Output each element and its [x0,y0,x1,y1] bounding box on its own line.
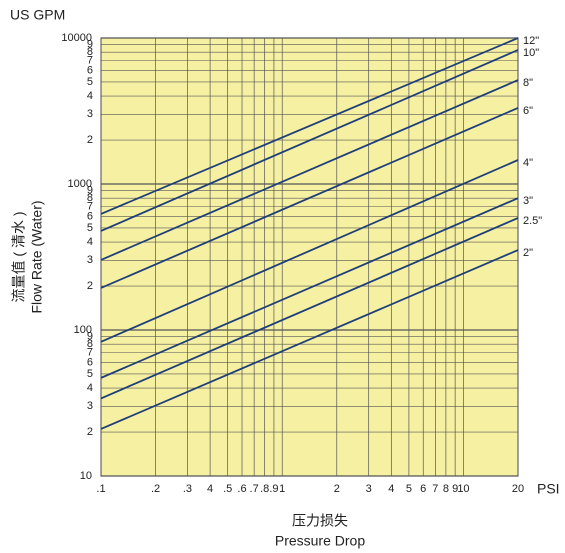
y-tick-label: 9 [87,331,93,343]
y-axis-label-cn: 流量值 ( 清水 ) [11,212,27,303]
series-label: 2" [523,247,533,259]
y-tick-label: 6 [87,64,93,76]
series-line [100,37,519,215]
x-tick-label: 20 [512,483,524,495]
y-tick-label: 100 [74,324,92,336]
x-tick-label: 8 [443,483,449,495]
x-tick-label: 7 [432,483,438,495]
y-tick-label: 4 [87,236,93,248]
y-tick-label: 4 [87,382,93,394]
series-label: 3" [523,195,533,207]
y-tick-label: 3 [87,254,93,266]
y-tick-label: 2 [87,134,93,146]
series-line [100,107,519,289]
y-tick-label: 6 [87,356,93,368]
y-tick-label: 5 [87,76,93,88]
series-label: 6" [523,105,533,117]
series-label: 12" [523,35,539,47]
y-tick-label: 7 [87,55,93,67]
y-tick-label: 8 [87,46,93,58]
x-tick-label: .2 [151,483,160,495]
series-line [100,49,519,232]
x-tick-label: .7 [250,483,259,495]
y-tick-label: 8 [87,338,93,350]
x-tick-label: 4 [207,483,213,495]
x-tick-label: .5 [223,483,232,495]
y-tick-label: 2 [87,280,93,292]
y-axis-label: Flow Rate (Water) [29,200,45,313]
y-tick-label: 3 [87,108,93,120]
series-label: 8" [523,77,533,89]
x-tick-label: .9 [269,483,278,495]
x-tick-label: 5 [406,483,412,495]
y-tick-label: 7 [87,201,93,213]
y-tick-label: 1000 [68,178,92,190]
x-tick-label: 6 [420,483,426,495]
y-tick-label: 2 [87,426,93,438]
y-tick-label: 10000 [61,32,92,44]
y-tick-label: 7 [87,347,93,359]
y-tick-label: 9 [87,185,93,197]
series-line [100,249,519,430]
x-tick-label: 3 [366,483,372,495]
x-axis-label-cn: 压力损失 [292,513,348,529]
series-line [100,159,519,343]
x-tick-label: 2 [334,483,340,495]
y-tick-label: 10 [80,470,92,482]
y-tick-label: 9 [87,39,93,51]
x-tick-label: .6 [237,483,246,495]
series-label: 4" [523,157,533,169]
y-tick-label: 8 [87,192,93,204]
x-tick-label: .8 [260,483,269,495]
y-tick-label: 4 [87,90,93,102]
x-tick-label: 4 [388,483,394,495]
series-line [100,197,519,379]
x-tick-label: .3 [183,483,192,495]
chart-title: US GPM [10,7,65,23]
series-label: 2.5" [523,215,542,227]
x-tick-label: 10 [457,483,469,495]
series-line [100,79,519,261]
y-tick-label: 6 [87,210,93,222]
series-label: 10" [523,47,539,59]
x-tick-label: 1 [279,483,285,495]
x-tick-label: 9 [452,483,458,495]
y-tick-label: 3 [87,400,93,412]
series-line [100,217,519,400]
y-tick-label: 5 [87,368,93,380]
x-axis-label: Pressure Drop [275,533,365,549]
y-tick-label: 5 [87,222,93,234]
x-tick-label: .1 [96,483,105,495]
x-unit: PSI [537,481,560,497]
